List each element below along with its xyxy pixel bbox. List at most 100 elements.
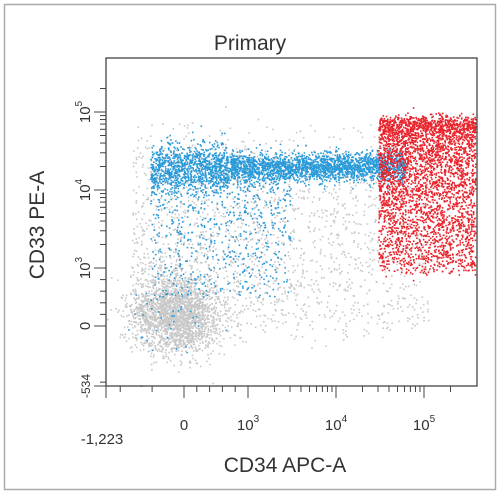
- grey-event-point: [286, 297, 289, 300]
- grey-event-point: [209, 291, 211, 293]
- grey-event-point: [326, 186, 329, 188]
- grey-event-point: [285, 314, 287, 316]
- grey-event-point: [382, 257, 385, 260]
- grey-event-point: [207, 325, 209, 328]
- grey-event-point: [297, 264, 299, 267]
- grey-event-point: [248, 132, 250, 134]
- grey-event-point: [218, 298, 220, 300]
- grey-event-point: [183, 314, 185, 316]
- grey-event-point: [172, 222, 174, 225]
- grey-event-point: [168, 208, 171, 211]
- grey-event-point: [357, 257, 360, 259]
- grey-event-point: [145, 295, 147, 298]
- grey-event-point: [159, 292, 162, 294]
- grey-event-point: [175, 294, 178, 297]
- grey-event-point: [144, 327, 146, 330]
- grey-event-point: [229, 307, 232, 309]
- grey-event-point: [182, 332, 185, 334]
- blue-event-point: [361, 178, 363, 180]
- blue-event-point: [201, 191, 204, 194]
- grey-event-point: [332, 136, 335, 138]
- grey-event-point: [318, 215, 320, 218]
- grey-event-point: [130, 308, 132, 311]
- grey-event-point: [288, 139, 291, 141]
- grey-event-point: [150, 317, 153, 319]
- grey-event-point: [354, 231, 356, 233]
- grey-event-point: [167, 356, 169, 358]
- grey-event-point: [191, 144, 194, 147]
- grey-event-point: [309, 324, 311, 327]
- grey-event-point: [427, 273, 429, 275]
- grey-event-point: [137, 294, 140, 297]
- grey-event-point: [178, 304, 180, 306]
- grey-event-point: [411, 306, 414, 308]
- grey-event-point: [311, 288, 313, 291]
- grey-event-point: [148, 317, 151, 319]
- grey-event-point: [338, 184, 341, 186]
- grey-event-point: [204, 294, 207, 297]
- grey-event-point: [167, 309, 169, 312]
- blue-event-point: [270, 181, 273, 184]
- grey-event-point: [147, 313, 150, 315]
- grey-event-point: [345, 227, 348, 229]
- grey-event-point: [137, 256, 140, 258]
- grey-event-point: [178, 371, 180, 374]
- grey-event-point: [199, 314, 201, 316]
- grey-event-point: [135, 200, 138, 202]
- grey-event-point: [250, 254, 252, 256]
- grey-event-point: [352, 304, 355, 307]
- grey-event-point: [295, 315, 297, 318]
- grey-event-point: [151, 302, 153, 304]
- grey-event-point: [408, 223, 411, 225]
- grey-event-point: [182, 334, 184, 337]
- grey-event-point: [371, 237, 373, 240]
- grey-event-point: [187, 312, 190, 315]
- grey-event-point: [233, 239, 236, 241]
- grey-event-point: [202, 318, 204, 321]
- grey-event-point: [426, 252, 428, 254]
- grey-event-point: [384, 271, 387, 273]
- grey-event-point: [124, 299, 127, 302]
- grey-event-point: [213, 318, 215, 320]
- grey-event-point: [191, 308, 194, 311]
- grey-event-point: [194, 288, 196, 290]
- grey-event-point: [145, 284, 147, 287]
- grey-event-point: [387, 326, 389, 329]
- grey-event-point: [120, 296, 123, 299]
- grey-event-point: [214, 293, 216, 295]
- grey-event-point: [399, 250, 402, 252]
- grey-event-point: [169, 332, 172, 334]
- grey-event-point: [135, 291, 137, 294]
- grey-event-point: [190, 285, 193, 288]
- grey-event-point: [328, 295, 330, 297]
- grey-event-point: [233, 334, 236, 336]
- grey-event-point: [123, 326, 126, 329]
- grey-event-point: [164, 327, 166, 330]
- grey-event-point: [201, 314, 203, 317]
- grey-event-point: [191, 316, 193, 318]
- grey-event-point: [143, 306, 145, 308]
- blue-event-point: [270, 147, 272, 149]
- grey-event-point: [305, 317, 308, 319]
- blue-event-point: [242, 174, 244, 176]
- grey-event-point: [237, 291, 240, 293]
- grey-event-point: [171, 311, 174, 314]
- grey-event-point: [302, 271, 304, 273]
- grey-event-point: [181, 309, 183, 312]
- grey-event-point: [179, 325, 182, 327]
- grey-event-point: [282, 191, 284, 193]
- grey-event-point: [189, 329, 192, 332]
- grey-event-point: [139, 309, 142, 312]
- grey-event-point: [323, 313, 326, 316]
- grey-event-point: [166, 330, 168, 332]
- grey-event-point: [170, 292, 172, 294]
- grey-event-point: [239, 329, 242, 332]
- grey-event-point: [184, 342, 186, 345]
- grey-event-point: [163, 286, 165, 288]
- grey-event-point: [197, 333, 200, 335]
- grey-event-point: [191, 300, 194, 303]
- grey-event-point: [207, 334, 210, 336]
- grey-event-point: [263, 186, 266, 189]
- grey-event-point: [207, 321, 209, 324]
- grey-event-point: [284, 209, 287, 212]
